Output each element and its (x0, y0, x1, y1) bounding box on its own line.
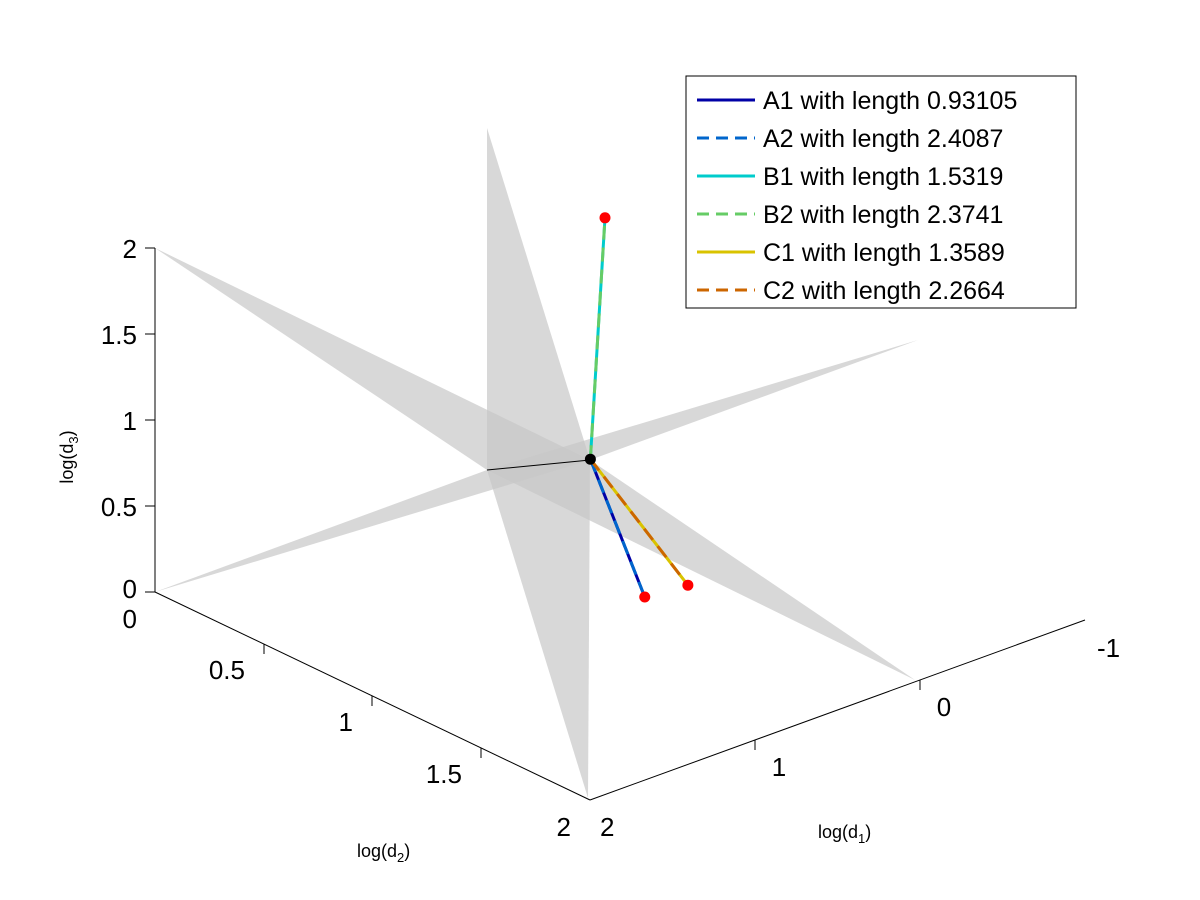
planes (155, 128, 918, 798)
legend-label-3: B1 with length 1.5319 (763, 163, 1003, 191)
end-point-3 (682, 579, 694, 591)
points-layer (584, 212, 694, 603)
series-segment-2 (588, 458, 647, 598)
x-tick-labels: 2 1 0 -1 (600, 633, 1120, 842)
z-axis-label: log(d3) (57, 430, 81, 483)
legend-label-4: B2 with length 2.3741 (763, 201, 1003, 229)
end-point-1 (639, 591, 651, 603)
y-tick-label: 0.5 (209, 655, 245, 685)
legend-label-2: A2 with length 2.4087 (763, 125, 1003, 153)
z-tick-labels: 2 1.5 1 0.5 0 (101, 234, 137, 604)
y-tick-labels: 0 0.5 1 1.5 2 (123, 604, 571, 842)
z-tick-label: 0 (123, 574, 137, 604)
intersection-line (486, 459, 591, 471)
x-axis-line (589, 619, 1086, 801)
y-axis-label: log(d2) (357, 841, 410, 865)
x-tick-label: 0 (937, 692, 951, 722)
series-segment-4 (588, 217, 607, 460)
legend-label-1: A1 with length 0.93105 (763, 87, 1017, 115)
tick-marks (145, 247, 921, 758)
legend-label-5: C1 with length 1.3589 (763, 239, 1005, 267)
x-tick-label: -1 (1097, 633, 1120, 663)
x-tick-label: 2 (600, 812, 614, 842)
plane-diagonal-up (155, 340, 918, 592)
y-tick-label: 1 (339, 707, 353, 737)
legend-entries: A1 with length 0.93105 A2 with length 2.4… (697, 87, 1017, 305)
z-tick-label: 0.5 (101, 492, 137, 522)
series-segment-6 (589, 458, 690, 587)
z-tick-label: 1 (123, 406, 137, 436)
z-tick-label: 2 (123, 234, 137, 264)
y-tick-label: 0 (123, 604, 137, 634)
x-tick-label: 1 (772, 752, 786, 782)
series-layer (588, 217, 690, 598)
y-tick-label: 2 (557, 812, 571, 842)
legend: A1 with length 0.93105 A2 with length 2.4… (685, 75, 1077, 309)
center-point (584, 453, 596, 465)
z-tick-label: 1.5 (101, 320, 137, 350)
y-tick-label: 1.5 (426, 759, 462, 789)
legend-label-6: C2 with length 2.2664 (763, 277, 1005, 305)
end-point-2 (599, 212, 611, 224)
legend-box (685, 75, 1077, 309)
x-axis-label: log(d1) (818, 822, 871, 846)
